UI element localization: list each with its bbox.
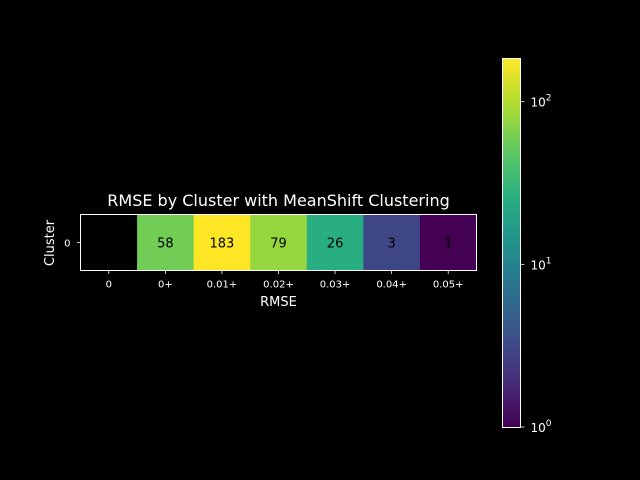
y-axis-label: Cluster [43, 219, 58, 266]
cell-value-label: 3 [388, 237, 396, 252]
heatmap-cell [363, 214, 421, 271]
heatmap-cells [137, 214, 477, 271]
cell-value-label: 58 [157, 237, 174, 252]
heatmap-cell [306, 214, 364, 271]
x-tick-label: 0.02+ [263, 280, 294, 291]
cell-value-label: 26 [327, 237, 344, 252]
x-tick-label: 0 [106, 280, 112, 291]
cell-value-label: 1 [444, 237, 452, 252]
chart-title: RMSE by Cluster with MeanShift Clusterin… [107, 191, 449, 210]
heatmap-cell-labels: 58 183 79 26 3 1 [157, 237, 452, 252]
colorbar-tick-label: 100 [531, 419, 552, 435]
heatmap-cell [193, 214, 251, 271]
x-tick-label: 0.03+ [320, 280, 351, 291]
x-tick-label: 0.05+ [433, 280, 464, 291]
colorbar [503, 59, 520, 427]
cell-value-label: 183 [210, 237, 235, 252]
x-tick-label: 0.01+ [207, 280, 238, 291]
x-tick-label: 0+ [158, 280, 173, 291]
cell-value-label: 79 [270, 237, 287, 252]
colorbar-tick-label: 102 [531, 94, 552, 110]
colorbar-tick-label: 101 [531, 256, 552, 272]
y-axis-ticks: 0 [64, 239, 81, 250]
heatmap-cell [250, 214, 308, 271]
heatmap-cell [419, 214, 477, 271]
y-tick-label: 0 [64, 239, 70, 250]
colorbar-ticks: 100 101 102 [520, 94, 552, 435]
heatmap-cell [137, 214, 195, 271]
x-axis-label: RMSE [260, 295, 297, 310]
x-axis-ticks: 0 0+ 0.01+ 0.02+ 0.03+ 0.04+ 0.05+ [106, 270, 464, 291]
colorbar-frame [502, 58, 521, 428]
x-tick-label: 0.04+ [376, 280, 407, 291]
